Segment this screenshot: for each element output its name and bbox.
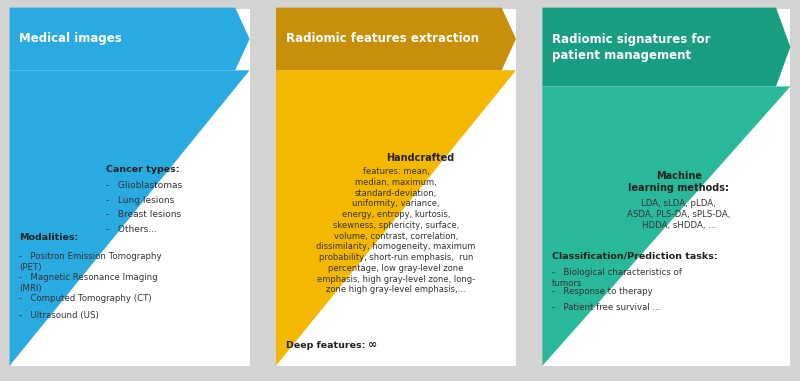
- FancyBboxPatch shape: [276, 8, 516, 366]
- Text: Classification/Prediction tasks:: Classification/Prediction tasks:: [552, 251, 718, 260]
- Text: -   Biological characteristics of
tumors: - Biological characteristics of tumors: [552, 268, 682, 288]
- Text: LDA, sLDA, pLDA,
ASDA, PLS-DA, sPLS-DA,
HDDA, sHDDA, ...: LDA, sLDA, pLDA, ASDA, PLS-DA, sPLS-DA, …: [627, 199, 730, 231]
- Text: Machine
learning methods:: Machine learning methods:: [628, 171, 730, 193]
- Text: Modalities:: Modalities:: [19, 233, 78, 242]
- Polygon shape: [276, 8, 516, 70]
- Text: features: mean,
median, maximum,
standard-deviation,
uniformity, variance,
energ: features: mean, median, maximum, standar…: [316, 167, 476, 295]
- Text: -   Response to therapy: - Response to therapy: [552, 287, 653, 296]
- FancyBboxPatch shape: [542, 8, 790, 366]
- Text: -   Lung lesions: - Lung lesions: [106, 196, 174, 205]
- Polygon shape: [10, 8, 250, 70]
- Text: Cancer types:: Cancer types:: [106, 165, 179, 174]
- Text: Medical images: Medical images: [19, 32, 122, 45]
- FancyBboxPatch shape: [10, 8, 250, 366]
- Text: ∞: ∞: [368, 340, 378, 350]
- Text: Radiomic signatures for
patient management: Radiomic signatures for patient manageme…: [552, 32, 710, 61]
- Polygon shape: [542, 8, 790, 86]
- Text: -   Computed Tomography (CT): - Computed Tomography (CT): [19, 294, 152, 303]
- Text: -   Others...: - Others...: [106, 225, 157, 234]
- Text: -   Magnetic Resonance Imaging
(MRI): - Magnetic Resonance Imaging (MRI): [19, 273, 158, 293]
- Text: -   Glioblastomas: - Glioblastomas: [106, 181, 182, 190]
- Text: -   Positron Emission Tomography
(PET): - Positron Emission Tomography (PET): [19, 252, 162, 272]
- Text: Radiomic features extraction: Radiomic features extraction: [286, 32, 478, 45]
- Text: -   Ultrasound (US): - Ultrasound (US): [19, 311, 99, 320]
- Text: Handcrafted: Handcrafted: [386, 153, 454, 163]
- Polygon shape: [10, 70, 250, 366]
- Polygon shape: [542, 86, 790, 366]
- Text: Deep features:: Deep features:: [286, 341, 368, 350]
- Polygon shape: [276, 70, 516, 366]
- Text: -   Patient free survival ...: - Patient free survival ...: [552, 303, 660, 312]
- Text: -   Breast lesions: - Breast lesions: [106, 210, 181, 219]
